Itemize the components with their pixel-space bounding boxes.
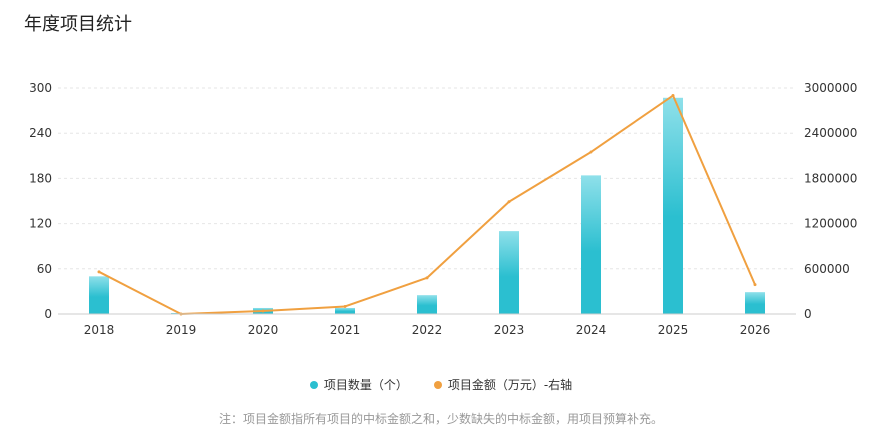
x-tick-label: 2025 [658, 323, 689, 337]
y-left-tick-label: 0 [44, 307, 52, 321]
chart-svg: 0 60 120 180 240 300 0 600000 1200000 1800000 2400… [29, 81, 857, 337]
y-right-tick-label: 1800000 [804, 171, 857, 185]
chart-title: 年度项目统计 [24, 14, 132, 35]
bar [417, 295, 437, 314]
legend-item-amount[interactable]: 项目金额（万元）-右轴 [433, 376, 573, 393]
x-tick-label: 2026 [740, 323, 771, 337]
footnote: 注：项目金额指所有项目的中标金额之和，少数缺失的中标金额，用项目预算补充。 [218, 412, 663, 426]
amount-line [98, 94, 756, 315]
bar [745, 292, 765, 314]
y-right-tick-label: 0 [804, 307, 812, 321]
y-left-tick-label: 240 [29, 126, 52, 140]
y-right-tick-label: 3000000 [804, 81, 857, 95]
bar [499, 231, 519, 314]
y-left-tick-label: 60 [37, 262, 52, 276]
line-point [425, 276, 429, 280]
line-point [261, 309, 265, 313]
x-tick-label: 2019 [166, 323, 197, 337]
y-right-tick-label: 600000 [804, 262, 850, 276]
x-tick-label: 2022 [412, 323, 443, 337]
y-left-tick-label: 300 [29, 81, 52, 95]
legend-line-marker-icon [433, 380, 442, 389]
legend-label-amount: 项目金额（万元）-右轴 [447, 378, 573, 392]
bar [663, 97, 683, 314]
x-tick-label: 2023 [494, 323, 525, 337]
line-point [671, 94, 675, 98]
x-tick-label: 2021 [330, 323, 361, 337]
line-point [753, 283, 757, 287]
legend-bar-marker-icon [309, 380, 318, 389]
y-right-tick-label: 2400000 [804, 126, 857, 140]
x-tick-label: 2018 [84, 323, 115, 337]
bar [89, 276, 109, 314]
y-left-tick-label: 180 [29, 171, 52, 185]
line-point [97, 270, 101, 274]
line-point [507, 200, 511, 204]
legend-item-count[interactable]: 项目数量（个） [309, 376, 408, 393]
y-right-tick-label: 1200000 [804, 217, 857, 231]
x-tick-label: 2024 [576, 323, 607, 337]
legend-label-count: 项目数量（个） [323, 378, 408, 392]
bar [335, 307, 355, 314]
line-point [343, 304, 347, 308]
legend: 项目数量（个） 项目金额（万元）-右轴 [0, 376, 882, 393]
y-left-tick-label: 120 [29, 217, 52, 231]
line-point [589, 150, 593, 154]
bar [581, 175, 601, 314]
x-tick-label: 2020 [248, 323, 279, 337]
